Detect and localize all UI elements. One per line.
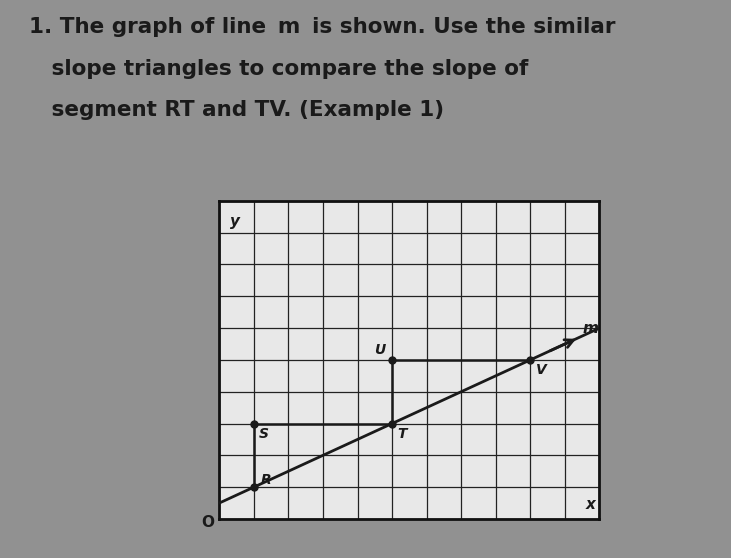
Text: S: S — [259, 427, 269, 441]
Text: U: U — [374, 343, 385, 357]
Text: 1. The graph of line  m  is shown. Use the similar: 1. The graph of line m is shown. Use the… — [29, 17, 616, 37]
Text: y: y — [230, 214, 240, 229]
Text: m: m — [582, 321, 598, 336]
Text: O: O — [201, 515, 214, 530]
Text: R: R — [261, 473, 271, 487]
Text: T: T — [397, 427, 406, 441]
Text: segment RT and TV. (Example 1): segment RT and TV. (Example 1) — [29, 100, 444, 121]
Text: x: x — [586, 497, 596, 512]
Text: V: V — [536, 363, 546, 377]
Text: slope triangles to compare the slope of: slope triangles to compare the slope of — [29, 59, 529, 79]
